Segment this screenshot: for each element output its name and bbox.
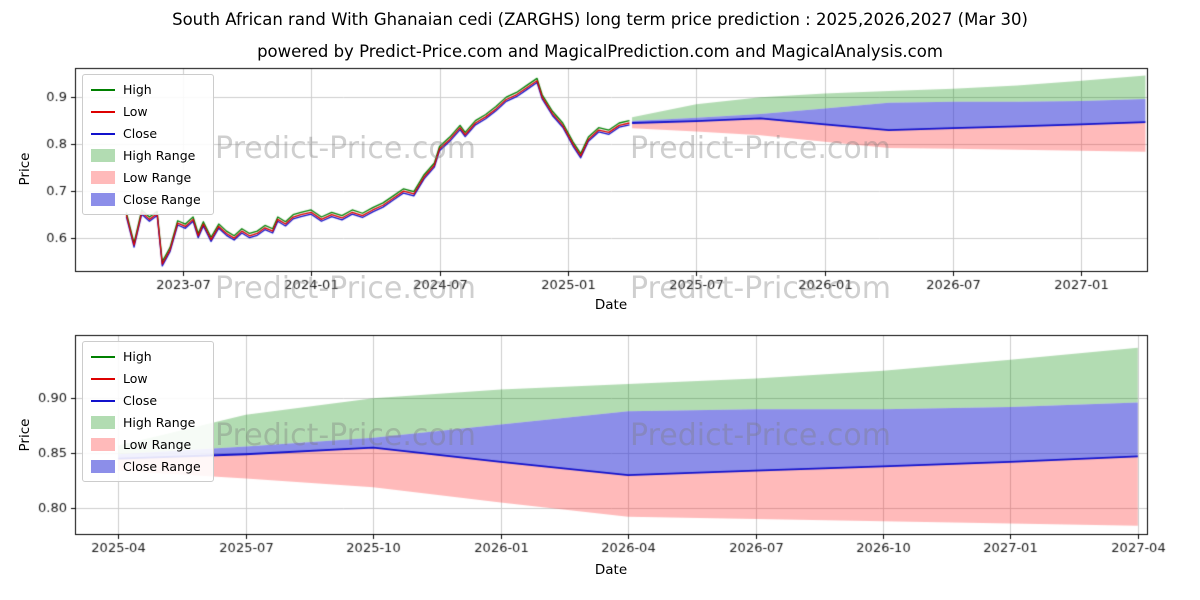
top-chart-legend: High Low Close High Range Low Range Clos… (82, 74, 214, 215)
legend-label-high-range: High Range (123, 415, 196, 430)
legend-label-low-range: Low Range (123, 170, 192, 185)
legend-label-close: Close (123, 126, 158, 141)
high-line-swatch (91, 88, 115, 91)
legend-label-high: High (123, 349, 152, 364)
close-range-patch-swatch (91, 193, 115, 206)
legend-item-close: Close (91, 392, 201, 409)
top-chart-y-axis-title: Price (17, 152, 33, 186)
legend-item-close: Close (91, 125, 201, 142)
low-line-swatch (91, 110, 115, 113)
bottom-chart-y-axis-title: Price (17, 418, 33, 452)
legend-item-low: Low (91, 103, 201, 120)
close-line-swatch (91, 399, 115, 402)
legend-item-high: High (91, 348, 201, 365)
bottom-chart-x-axis-title: Date (594, 562, 628, 578)
high-line-swatch (91, 355, 115, 358)
page-subtitle: powered by Predict-Price.com and Magical… (257, 42, 943, 61)
legend-label-high: High (123, 82, 152, 97)
low-line-swatch (91, 377, 115, 380)
legend-label-close-range: Close Range (123, 459, 201, 474)
legend-item-low-range: Low Range (91, 436, 201, 453)
close-range-patch-swatch (91, 460, 115, 473)
close-line-swatch (91, 132, 115, 135)
legend-item-close-range: Close Range (91, 191, 201, 208)
legend-label-low: Low (123, 104, 148, 119)
high-range-patch-swatch (91, 416, 115, 429)
legend-label-close: Close (123, 393, 158, 408)
legend-item-high: High (91, 81, 201, 98)
low-range-patch-swatch (91, 171, 115, 184)
high-range-patch-swatch (91, 149, 115, 162)
legend-item-close-range: Close Range (91, 458, 201, 475)
page-title: South African rand With Ghanaian cedi (Z… (172, 10, 1028, 29)
legend-label-low-range: Low Range (123, 437, 192, 452)
legend-item-high-range: High Range (91, 147, 201, 164)
legend-label-low: Low (123, 371, 148, 386)
legend-item-low: Low (91, 370, 201, 387)
legend-item-high-range: High Range (91, 414, 201, 431)
legend-label-close-range: Close Range (123, 192, 201, 207)
legend-item-low-range: Low Range (91, 169, 201, 186)
bottom-chart-legend: High Low Close High Range Low Range Clos… (82, 341, 214, 482)
top-chart-x-axis-title: Date (594, 297, 628, 313)
legend-label-high-range: High Range (123, 148, 196, 163)
low-range-patch-swatch (91, 438, 115, 451)
